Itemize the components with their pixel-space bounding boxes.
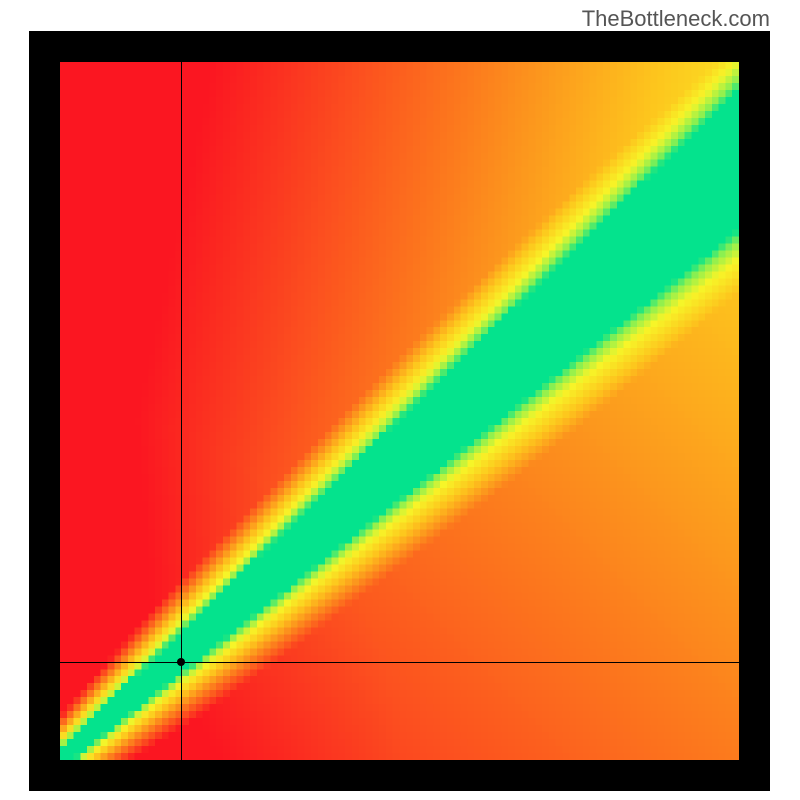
crosshair-dot — [177, 658, 185, 666]
root-container: TheBottleneck.com — [0, 0, 800, 800]
crosshair-horizontal-line — [60, 662, 739, 663]
watermark-text: TheBottleneck.com — [582, 6, 770, 32]
heatmap-canvas — [60, 62, 739, 760]
crosshair-vertical-line — [181, 62, 182, 760]
